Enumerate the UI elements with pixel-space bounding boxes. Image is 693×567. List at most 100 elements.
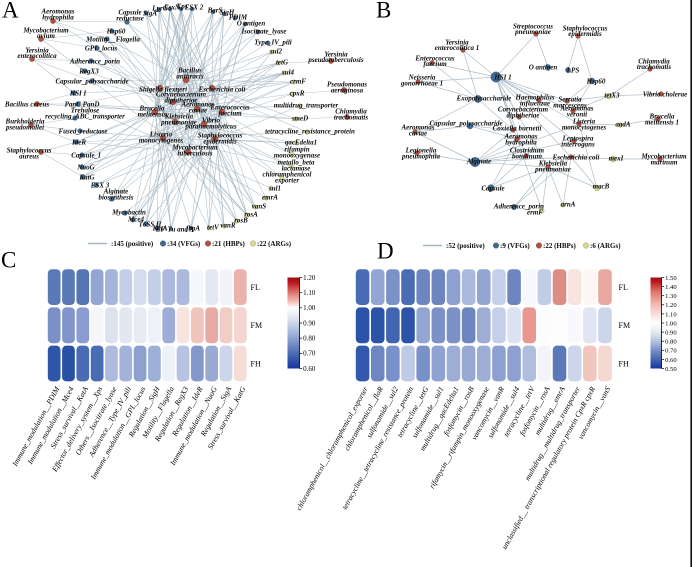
svg-text:tetracycline_resistance_protei: tetracycline_resistance_protein — [265, 127, 355, 135]
svg-text:Vibrio cholerae: Vibrio cholerae — [643, 90, 688, 98]
svg-text:LPS: LPS — [566, 66, 580, 74]
svg-text:Type_IV_pili: Type_IV_pili — [254, 38, 292, 46]
svg-text:Fused_reductase: Fused_reductase — [59, 127, 108, 135]
svg-text:O antigen: O antigen — [529, 63, 558, 71]
svg-text:Mce4: Mce4 — [127, 215, 144, 223]
svg-text:FH: FH — [251, 359, 261, 368]
svg-text:FM: FM — [251, 321, 263, 330]
svg-text::21 (HBPs): :21 (HBPs) — [212, 240, 246, 248]
svg-text:tetV: tetV — [207, 223, 220, 231]
svg-text:1.40: 1.40 — [665, 284, 677, 291]
svg-text:BarS: BarS — [207, 6, 223, 14]
svg-text:GPL_locus: GPL_locus — [85, 44, 118, 52]
svg-text:Shigella flexneri: Shigella flexneri — [139, 85, 187, 93]
svg-text:qacEdelta1: qacEdelta1 — [285, 138, 317, 146]
svg-text::22 (ARGs): :22 (ARGs) — [257, 240, 292, 248]
svg-text:0.50: 0.50 — [665, 366, 677, 373]
svg-text:Capsule_I: Capsule_I — [71, 151, 101, 159]
svg-text:EsxN: EsxN — [163, 3, 181, 11]
svg-text:sul4: sul4 — [281, 68, 295, 76]
svg-text:crmF: crmF — [290, 77, 306, 85]
svg-text:Escherichia coli: Escherichia coli — [552, 153, 600, 161]
svg-text:O antigen: O antigen — [237, 19, 266, 27]
svg-text:ermF: ermF — [527, 208, 543, 216]
svg-text:sul2: sul2 — [269, 47, 283, 55]
svg-text:1.20: 1.20 — [665, 302, 677, 309]
svg-text:0.80: 0.80 — [665, 339, 677, 346]
svg-text:Xps: Xps — [176, 2, 188, 10]
svg-text:A: A — [2, 0, 19, 23]
svg-text:mexI: mexI — [609, 154, 624, 162]
svg-text:multidrug_transporter: multidrug_transporter — [274, 101, 339, 109]
svg-text:EF-Tu and A: EF-Tu and A — [155, 225, 195, 233]
svg-text:cpxR: cpxR — [290, 89, 305, 97]
svg-text::145 (positive): :145 (positive) — [111, 240, 154, 248]
svg-text:1.10: 1.10 — [303, 289, 316, 297]
svg-text:emrA: emrA — [262, 193, 278, 201]
svg-text:Hsp60: Hsp60 — [106, 27, 126, 35]
svg-text:0.90: 0.90 — [303, 319, 316, 327]
svg-text:PanC PanD: PanC PanD — [65, 100, 100, 108]
svg-text:LprG: LprG — [151, 4, 168, 12]
svg-text:Motility__Flagella: Motility__Flagella — [85, 35, 140, 43]
svg-text:SigA: SigA — [143, 9, 157, 17]
svg-text::6 (ARGs): :6 (ARGs) — [590, 242, 621, 250]
svg-text:KatA: KatA — [152, 224, 168, 232]
svg-text:C: C — [1, 248, 16, 273]
svg-text:Mycobactin: Mycobactin — [111, 208, 146, 216]
svg-text:B: B — [376, 0, 391, 23]
svg-text:D: D — [377, 239, 394, 264]
svg-text:0.60: 0.60 — [665, 357, 677, 364]
svg-text:FL: FL — [251, 283, 260, 292]
svg-text:Exopolysaccharide: Exopolysaccharide — [456, 94, 512, 102]
svg-text:macB: macB — [593, 182, 610, 190]
svg-text:1.20: 1.20 — [303, 274, 316, 282]
svg-text:Coxiella burnetii: Coxiella burnetii — [493, 124, 542, 132]
svg-text:RegX3: RegX3 — [78, 67, 99, 75]
svg-text:0.90: 0.90 — [665, 330, 677, 337]
svg-text:Escherichia coli: Escherichia coli — [198, 85, 246, 93]
svg-text:NuoG: NuoG — [76, 163, 95, 171]
svg-text:Capsular_polysaccharide: Capsular_polysaccharide — [429, 119, 502, 127]
svg-text:Capsular_polysaccharide: Capsular_polysaccharide — [55, 77, 128, 85]
svg-text:tetX3: tetX3 — [604, 91, 620, 99]
svg-text:1.10: 1.10 — [665, 311, 677, 318]
svg-text::34 (VFGs): :34 (VFGs) — [167, 240, 201, 248]
svg-text:FH: FH — [619, 359, 629, 368]
svg-text:Bacillus cereus: Bacillus cereus — [4, 100, 49, 108]
svg-text::9 (VFGs): :9 (VFGs) — [500, 242, 530, 250]
svg-text:aadA: aadA — [615, 120, 631, 128]
svg-text:1.00: 1.00 — [303, 304, 316, 312]
svg-text:smeD: smeD — [291, 114, 308, 122]
svg-text:sul1: sul1 — [268, 184, 281, 192]
